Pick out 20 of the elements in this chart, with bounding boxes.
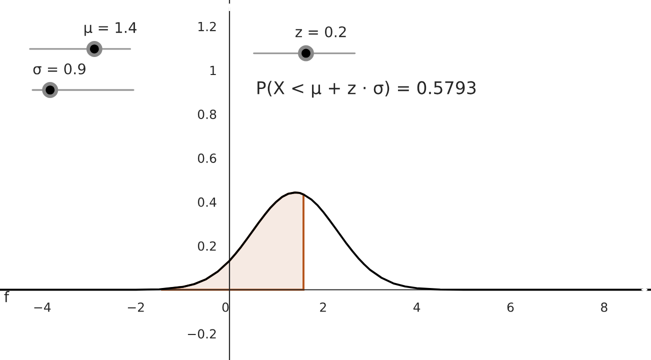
annotation: μ = 1.4 [84,22,136,36]
y-tick-label: 1 [210,66,216,75]
x-tick-label: −4 [34,302,51,312]
x-tick-label: −2 [128,302,144,312]
x-tick-label: 4 [413,302,420,312]
x-tick-label: 8 [601,302,608,312]
x-tick-label: 0 [222,302,229,312]
annotation: f [4,291,10,302]
y-tick-label: −0.2 [188,329,216,339]
y-tick-label: 0.8 [198,110,216,120]
line-series [0,192,651,291]
x-tick-label: 2 [320,302,326,312]
annotation: σ = 0.9 [33,63,86,74]
y-tick-label: 0.4 [198,197,216,207]
y-tick-label: 1.2 [198,22,216,32]
annotation: P(X < μ + z · σ) = 0.5793 [258,80,476,98]
annotation: z = 0.2 [296,26,346,38]
y-tick-label: 0.6 [198,154,216,163]
x-tick-label: 6 [507,302,514,312]
y-tick-label: 0.2 [198,241,216,251]
